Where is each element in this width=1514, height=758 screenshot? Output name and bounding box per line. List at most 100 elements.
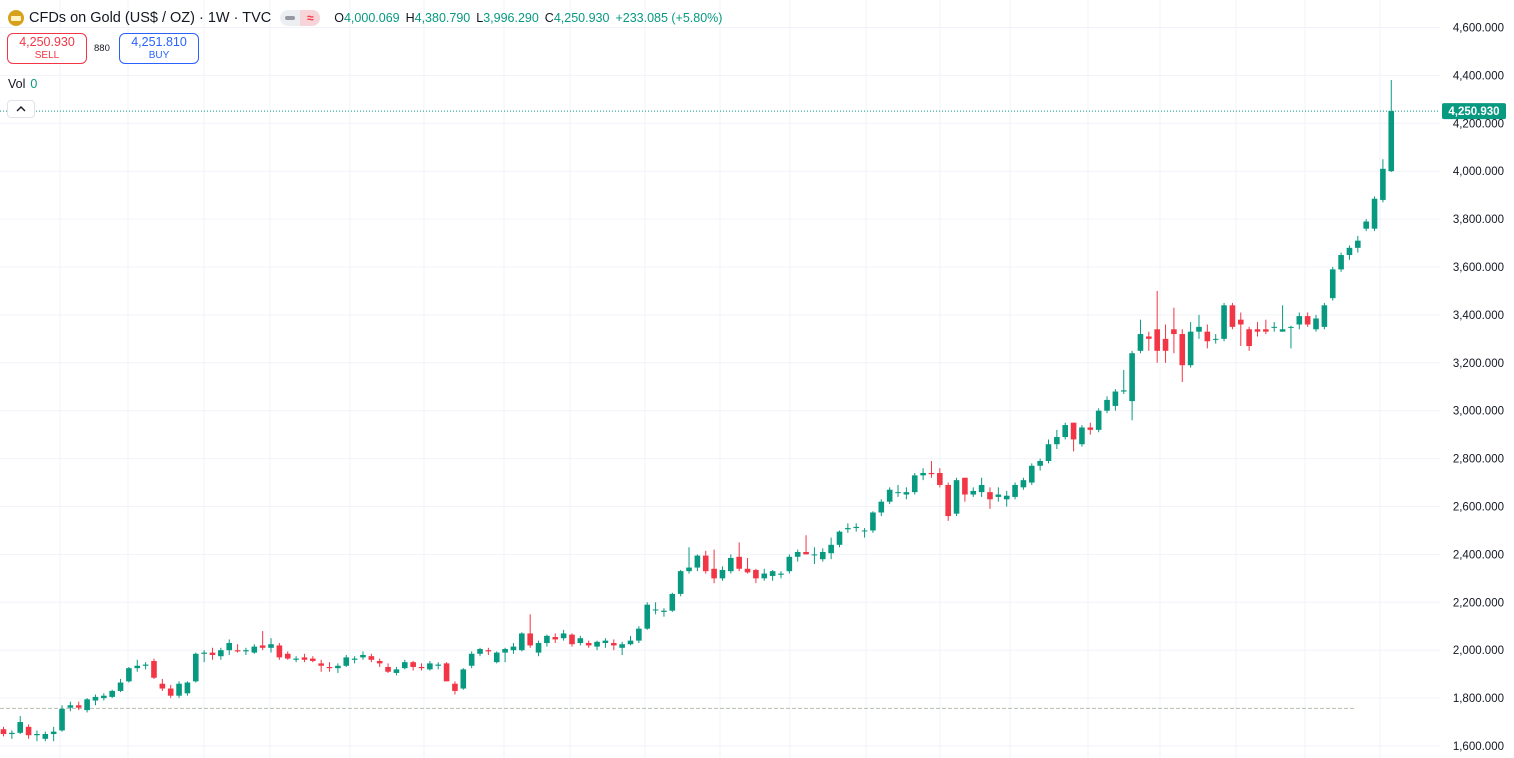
candle[interactable] bbox=[1179, 329, 1186, 382]
candle[interactable] bbox=[42, 731, 49, 742]
collapse-legend-button[interactable] bbox=[7, 100, 35, 118]
candle[interactable] bbox=[226, 639, 233, 655]
candle[interactable] bbox=[602, 638, 609, 648]
candle[interactable] bbox=[343, 654, 350, 667]
candle[interactable] bbox=[393, 666, 400, 676]
candle[interactable] bbox=[627, 635, 634, 646]
candle[interactable] bbox=[870, 511, 876, 533]
candle[interactable] bbox=[694, 554, 701, 572]
candle[interactable] bbox=[995, 487, 1002, 502]
candle[interactable] bbox=[510, 643, 517, 654]
candle[interactable] bbox=[452, 681, 458, 695]
candle[interactable] bbox=[1095, 408, 1102, 433]
candle[interactable] bbox=[34, 730, 40, 742]
candle[interactable] bbox=[1279, 305, 1286, 332]
candle[interactable] bbox=[243, 647, 249, 655]
candle[interactable] bbox=[527, 614, 533, 648]
candle[interactable] bbox=[460, 668, 467, 690]
candle[interactable] bbox=[1388, 80, 1395, 173]
candle[interactable] bbox=[335, 663, 341, 673]
candle[interactable] bbox=[1171, 307, 1177, 354]
candle[interactable] bbox=[937, 468, 943, 488]
candle[interactable] bbox=[828, 537, 834, 560]
symbol-title[interactable]: CFDs on Gold (US$ / OZ) · 1W · TVC bbox=[29, 10, 272, 26]
candle[interactable] bbox=[1187, 322, 1194, 368]
candle[interactable] bbox=[1288, 325, 1294, 349]
candle[interactable] bbox=[677, 569, 684, 597]
candle[interactable] bbox=[1003, 490, 1010, 507]
candle[interactable] bbox=[268, 638, 274, 653]
candle[interactable] bbox=[1112, 389, 1119, 411]
candle[interactable] bbox=[1129, 350, 1135, 421]
candle[interactable] bbox=[401, 659, 408, 670]
candle[interactable] bbox=[544, 634, 550, 647]
candle[interactable] bbox=[1355, 235, 1361, 253]
candle[interactable] bbox=[945, 482, 951, 521]
candle[interactable] bbox=[878, 499, 885, 517]
candle[interactable] bbox=[318, 659, 324, 672]
candle[interactable] bbox=[1271, 322, 1278, 332]
candle[interactable] bbox=[67, 701, 74, 712]
candle[interactable] bbox=[711, 549, 717, 584]
candle[interactable] bbox=[1363, 219, 1369, 232]
candle[interactable] bbox=[836, 530, 843, 548]
gold-bars-icon[interactable] bbox=[8, 10, 24, 26]
candle[interactable] bbox=[619, 641, 625, 655]
candle[interactable] bbox=[535, 640, 542, 657]
candle[interactable] bbox=[778, 571, 784, 579]
candle[interactable] bbox=[117, 678, 124, 693]
candle[interactable] bbox=[310, 656, 316, 663]
candle[interactable] bbox=[142, 662, 149, 670]
candle[interactable] bbox=[109, 689, 115, 699]
candle[interactable] bbox=[167, 684, 174, 699]
candle[interactable] bbox=[1371, 196, 1378, 232]
candle[interactable] bbox=[293, 656, 299, 663]
candle[interactable] bbox=[1120, 369, 1127, 394]
candle[interactable] bbox=[75, 701, 82, 711]
candle[interactable] bbox=[418, 663, 425, 671]
candle[interactable] bbox=[477, 647, 483, 657]
approx-icon[interactable]: ≈ bbox=[300, 10, 321, 26]
last-price-tag[interactable] bbox=[1442, 103, 1506, 120]
candle[interactable] bbox=[1321, 302, 1328, 330]
candle[interactable] bbox=[0, 726, 7, 737]
candle[interactable] bbox=[251, 644, 258, 654]
candle[interactable] bbox=[17, 716, 24, 735]
candle[interactable] bbox=[610, 639, 617, 651]
candles[interactable] bbox=[0, 80, 1395, 742]
candle[interactable] bbox=[192, 652, 199, 683]
candle[interactable] bbox=[519, 632, 525, 652]
candle[interactable] bbox=[59, 705, 65, 732]
candle[interactable] bbox=[577, 635, 584, 646]
candle[interactable] bbox=[443, 662, 450, 682]
candle[interactable] bbox=[1070, 422, 1077, 452]
candle[interactable] bbox=[761, 568, 768, 581]
minus-icon[interactable] bbox=[280, 10, 300, 26]
candle[interactable] bbox=[702, 550, 709, 574]
candle[interactable] bbox=[184, 681, 191, 696]
candle[interactable] bbox=[1137, 319, 1144, 354]
candle[interactable] bbox=[1380, 159, 1386, 203]
candle[interactable] bbox=[1304, 312, 1311, 327]
indicator-toggle[interactable]: ≈ bbox=[280, 10, 321, 26]
candle[interactable] bbox=[819, 548, 826, 562]
candle[interactable] bbox=[326, 662, 333, 672]
candle[interactable] bbox=[794, 549, 801, 562]
candle[interactable] bbox=[50, 726, 57, 742]
candle[interactable] bbox=[101, 693, 107, 701]
candle[interactable] bbox=[485, 647, 492, 655]
candle[interactable] bbox=[861, 528, 868, 538]
candle[interactable] bbox=[1154, 290, 1160, 363]
candle[interactable] bbox=[151, 658, 157, 679]
candle[interactable] bbox=[1204, 324, 1211, 349]
candle[interactable] bbox=[1237, 312, 1244, 347]
candle[interactable] bbox=[276, 643, 283, 660]
candle[interactable] bbox=[176, 681, 182, 699]
candle[interactable] bbox=[1062, 422, 1069, 440]
candle[interactable] bbox=[686, 547, 692, 574]
candle[interactable] bbox=[9, 730, 15, 739]
candle[interactable] bbox=[1254, 322, 1261, 337]
candle[interactable] bbox=[360, 651, 366, 660]
candle[interactable] bbox=[886, 487, 893, 505]
candle[interactable] bbox=[744, 557, 751, 574]
